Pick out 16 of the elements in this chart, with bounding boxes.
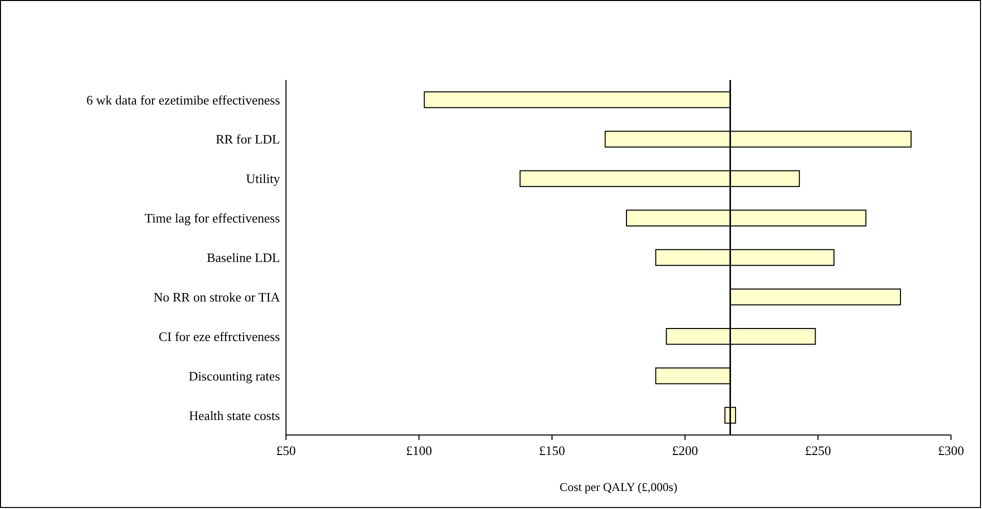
y-tick-label: RR for LDL (216, 132, 280, 147)
y-tick-label: Time lag for effectiveness (144, 210, 280, 226)
x-tick-label: £300 (938, 443, 964, 458)
x-axis-title: Cost per QALY (£,000s) (560, 480, 678, 494)
x-tick-label: £100 (406, 443, 432, 458)
y-tick-label: Utility (246, 171, 280, 186)
x-tick-label: £50 (276, 443, 296, 458)
y-tick-label: 6 wk data for ezetimibe effectiveness (86, 92, 280, 108)
x-tick-label: £150 (539, 443, 565, 458)
y-tick-label: Health state costs (189, 408, 280, 423)
y-tick-label: CI for eze effrctiveness (158, 328, 280, 344)
x-tick-label: £200 (672, 443, 698, 458)
y-tick-label: No RR on stroke or TIA (153, 289, 281, 304)
y-tick-label: Discounting rates (188, 368, 280, 384)
x-tick-label: £250 (805, 443, 831, 458)
y-tick-label: Baseline LDL (206, 250, 280, 266)
